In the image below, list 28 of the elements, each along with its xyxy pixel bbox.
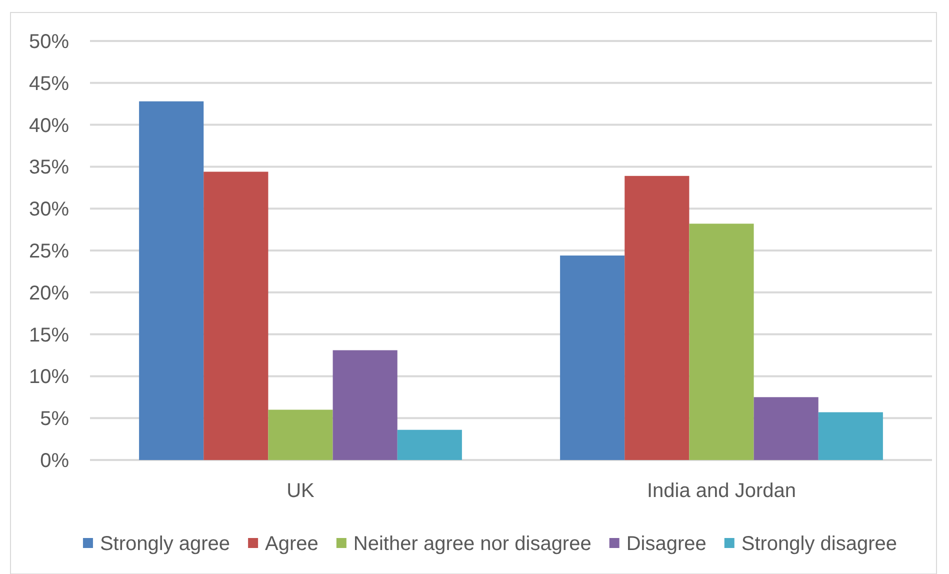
- bar: [268, 410, 333, 460]
- y-tick-label: 30%: [28, 198, 70, 221]
- y-tick-label: 0%: [40, 450, 70, 472]
- legend-label: Neither agree nor disagree: [353, 533, 592, 555]
- y-tick-label: 5%: [40, 408, 70, 430]
- y-tick-label: 45%: [28, 72, 70, 95]
- legend-label: Agree: [265, 533, 318, 555]
- bar: [204, 172, 268, 460]
- y-tick-label: 40%: [28, 114, 70, 137]
- bar: [397, 430, 462, 460]
- x-tick-label: India and Jordan: [646, 480, 796, 502]
- bar: [754, 397, 818, 460]
- bar: [689, 224, 754, 460]
- x-tick-label: UK: [286, 480, 316, 502]
- y-tick-label: 35%: [28, 156, 70, 179]
- bar: [624, 176, 690, 460]
- legend-label: Strongly agree: [100, 533, 230, 555]
- bar: [139, 101, 204, 460]
- y-tick-label: 10%: [28, 366, 70, 388]
- bar: [818, 412, 883, 460]
- legend-label: Disagree: [626, 533, 706, 555]
- bar: [332, 350, 398, 460]
- y-tick-label: 25%: [28, 240, 70, 262]
- bar: [560, 256, 625, 460]
- y-tick-label: 15%: [28, 324, 70, 346]
- legend-label: Strongly disagree: [741, 533, 898, 555]
- y-tick-label: 50%: [28, 31, 70, 53]
- y-tick-label: 20%: [28, 282, 70, 304]
